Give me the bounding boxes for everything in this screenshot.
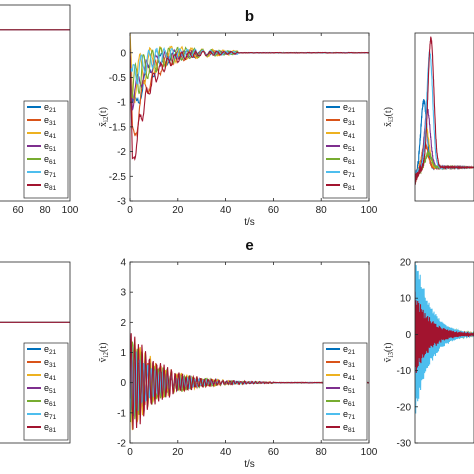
x-tick-label: 80: [316, 447, 328, 458]
plot-area-p3: [415, 36, 474, 186]
legend-entry: e41: [44, 370, 57, 382]
legend-entry: e61: [343, 396, 356, 408]
y-tick-label: -10: [397, 366, 412, 377]
y-tick-label: 20: [400, 258, 412, 269]
legend-entry: e41: [343, 370, 356, 382]
y-tick-label: 2: [120, 318, 126, 329]
y-tick-label: -2: [117, 147, 126, 158]
series-line-p2-e81: [130, 49, 369, 162]
series-line-p3-e81: [415, 36, 474, 185]
y-tick-label: -2.5: [109, 172, 127, 183]
x-tick-label: 0: [127, 447, 133, 458]
y-tick-label: -1: [117, 408, 126, 419]
plot-area-p2: [130, 33, 369, 162]
y-tick-label: -1: [117, 98, 126, 109]
axes-frame-p4: [0, 261, 71, 444]
x-tick-label: 100: [361, 447, 378, 458]
series-line-p2-e21: [130, 49, 369, 105]
legend-entry: e31: [44, 115, 57, 127]
legend-entry: e81: [343, 180, 356, 192]
legend-entry: e61: [44, 154, 57, 166]
legend-entry: e51: [343, 383, 356, 395]
legend-entry: e71: [343, 167, 356, 179]
legend-entry: e41: [44, 128, 57, 140]
y-tick-label: -2: [117, 439, 126, 450]
legend-entry: e31: [343, 115, 356, 127]
legend-entry: e71: [343, 409, 356, 421]
y-tick-label: -30: [397, 439, 412, 450]
y-axis-label: x̃i3(t): [383, 107, 395, 127]
y-tick-label: -3: [117, 197, 126, 208]
legend-entry: e51: [343, 141, 356, 153]
panel-p6: 20 10 0 -10 -20 -30 ṽi3(t): [383, 258, 474, 450]
axes-frame-p3: [414, 32, 474, 202]
x-axis-label: t/s: [244, 459, 255, 470]
y-tick-label: 3: [120, 288, 126, 299]
x-tick-label: 20: [172, 205, 184, 216]
x-tick-label: 60: [268, 205, 280, 216]
panel-p5: 0 20 40 60 80 100 4 3 2 1 0 -1 -2 t/s ṽi2(t) e e21e31e41…: [98, 237, 378, 470]
legend-entry: e21: [343, 344, 356, 356]
x-tick-label: 100: [361, 205, 378, 216]
x-tick-label: 20: [172, 447, 184, 458]
legend-entry: e71: [44, 409, 57, 421]
legend-box: [322, 100, 368, 199]
legend-entry: e61: [343, 154, 356, 166]
legend-entry: e21: [343, 102, 356, 114]
legend-box: [322, 342, 368, 441]
x-axis-label: t/s: [244, 217, 255, 228]
legend-entry: e61: [44, 396, 57, 408]
legend-entry: e31: [44, 357, 57, 369]
y-tick-label: 0: [120, 378, 126, 389]
y-tick-label: 0: [405, 330, 411, 341]
legend-entry: e31: [343, 357, 356, 369]
legend-entry: e21: [44, 102, 57, 114]
panel-label: b: [245, 8, 254, 25]
legend-entry: e81: [44, 422, 57, 434]
x-tick-label: 0: [127, 205, 133, 216]
panel-label: e: [245, 237, 253, 254]
legend-entry: e21: [44, 344, 57, 356]
axes-frame-p1: [0, 4, 71, 202]
legend-entry: e41: [343, 128, 356, 140]
legend-entry: e71: [44, 167, 57, 179]
series-line-p6-e81: [415, 291, 474, 373]
legend-entry: e81: [44, 180, 57, 192]
y-axis-label: ṽi3(t): [383, 343, 395, 363]
axes-frame-p2: [129, 32, 370, 202]
x-tick-label: 40: [220, 447, 232, 458]
y-tick-label: -0.5: [109, 73, 127, 84]
x-tick-label: 60: [12, 205, 24, 216]
plot-area-p6: [415, 262, 474, 414]
y-tick-label: -20: [397, 402, 412, 413]
y-axis-label: ṽi2(t): [98, 343, 110, 363]
y-tick-label: -1.5: [109, 122, 127, 133]
y-tick-label: 0: [120, 48, 126, 59]
legend-box: [23, 100, 69, 199]
axes-frame-p6: [414, 261, 474, 444]
y-tick-label: 10: [400, 294, 412, 305]
x-tick-label: 100: [62, 205, 79, 216]
x-tick-label: 40: [220, 205, 232, 216]
x-tick-label: 80: [39, 205, 51, 216]
legend-entry: e51: [44, 383, 57, 395]
panel-p2: 0 20 40 60 80 100 0 -0.5 -1 -1.5 -2 -2.5 -3 t/s x̃i2(t…: [98, 8, 378, 228]
panel-p3: x̃i3(t): [383, 32, 474, 202]
legend-entry: e51: [44, 141, 57, 153]
x-tick-label: 60: [268, 447, 280, 458]
x-tick-label: 80: [316, 205, 328, 216]
y-tick-label: 4: [120, 258, 126, 269]
legend-box: [23, 342, 69, 441]
y-tick-label: 1: [120, 348, 126, 359]
y-axis-label: x̃i2(t): [98, 107, 110, 127]
legend-entry: e81: [343, 422, 356, 434]
